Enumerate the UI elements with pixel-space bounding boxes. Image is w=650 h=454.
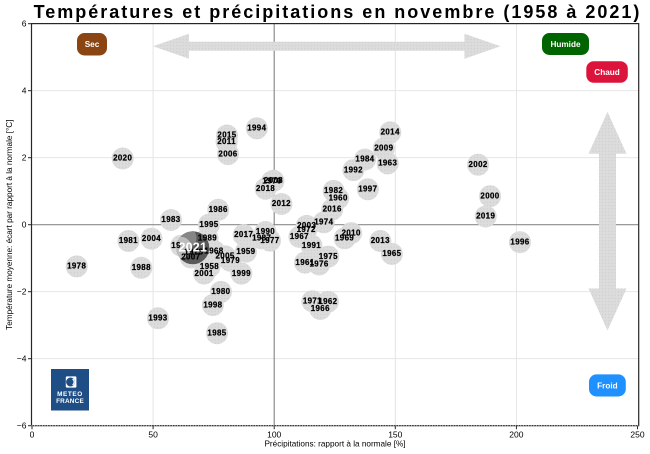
svg-text:100: 100 — [267, 430, 281, 440]
svg-text:1992: 1992 — [344, 165, 363, 174]
svg-text:1987: 1987 — [252, 234, 271, 243]
svg-text:200: 200 — [509, 430, 523, 440]
svg-text:1962: 1962 — [318, 297, 337, 306]
svg-text:1980: 1980 — [211, 287, 230, 296]
svg-text:50: 50 — [148, 430, 158, 440]
svg-text:1991: 1991 — [302, 241, 321, 250]
svg-text:1990: 1990 — [256, 227, 275, 236]
svg-text:1975: 1975 — [319, 252, 338, 261]
svg-text:2: 2 — [22, 153, 27, 163]
svg-text:1976: 1976 — [310, 260, 329, 269]
svg-text:2001: 2001 — [195, 269, 214, 278]
svg-text:2005: 2005 — [216, 252, 235, 261]
svg-text:1981: 1981 — [119, 236, 138, 245]
svg-text:Précipitations: rapport à la n: Précipitations: rapport à la normale [%] — [264, 440, 405, 449]
svg-text:Froid: Froid — [597, 381, 617, 390]
svg-text:2007: 2007 — [181, 253, 200, 262]
svg-text:2006: 2006 — [218, 149, 237, 158]
svg-text:250: 250 — [630, 430, 644, 440]
svg-text:19: 19 — [171, 241, 181, 250]
svg-text:2014: 2014 — [381, 128, 400, 137]
svg-text:6: 6 — [22, 19, 27, 29]
svg-text:2000: 2000 — [480, 191, 499, 200]
svg-text:2010: 2010 — [342, 228, 361, 237]
svg-text:2008: 2008 — [264, 176, 283, 185]
svg-text:Sec: Sec — [85, 40, 100, 49]
svg-text:2009: 2009 — [374, 144, 393, 153]
svg-text:1958: 1958 — [200, 262, 219, 271]
svg-text:1973: 1973 — [184, 247, 203, 256]
svg-text:1978: 1978 — [67, 262, 86, 271]
svg-text:1965: 1965 — [382, 249, 401, 258]
svg-text:1994: 1994 — [247, 124, 266, 133]
svg-text:Humide: Humide — [550, 40, 580, 49]
svg-text:1969: 1969 — [335, 234, 354, 243]
svg-text:2019: 2019 — [476, 212, 495, 221]
svg-text:1997: 1997 — [358, 185, 377, 194]
svg-text:−2: −2 — [17, 287, 27, 297]
svg-text:1967: 1967 — [290, 232, 309, 241]
svg-text:1966: 1966 — [311, 304, 330, 313]
svg-text:2020: 2020 — [113, 154, 132, 163]
svg-text:1983: 1983 — [161, 215, 180, 224]
svg-text:1988: 1988 — [132, 263, 151, 272]
svg-text:1993: 1993 — [148, 314, 167, 323]
svg-text:4: 4 — [22, 86, 27, 96]
svg-text:2012: 2012 — [272, 199, 291, 208]
svg-text:1995: 1995 — [199, 220, 218, 229]
svg-text:METEO: METEO — [57, 391, 83, 398]
svg-text:150: 150 — [388, 430, 402, 440]
svg-text:1989: 1989 — [198, 234, 217, 243]
svg-text:1998: 1998 — [203, 300, 222, 309]
svg-text:1985: 1985 — [207, 328, 226, 337]
svg-text:1959: 1959 — [236, 247, 255, 256]
svg-text:Chaud: Chaud — [594, 68, 619, 77]
svg-text:2002: 2002 — [469, 160, 488, 169]
svg-text:0: 0 — [30, 430, 35, 440]
svg-text:1984: 1984 — [355, 155, 374, 164]
svg-text:2021: 2021 — [178, 241, 207, 255]
svg-text:1972: 1972 — [297, 225, 316, 234]
svg-text:2015: 2015 — [217, 131, 236, 140]
svg-text:1960: 1960 — [329, 194, 348, 203]
svg-text:1961: 1961 — [295, 258, 314, 267]
svg-text:2004: 2004 — [142, 234, 161, 243]
svg-text:FRANCE: FRANCE — [56, 398, 84, 405]
svg-text:1999: 1999 — [232, 269, 251, 278]
svg-text:1971: 1971 — [303, 296, 322, 305]
svg-text:2011: 2011 — [217, 137, 236, 146]
svg-text:−4: −4 — [17, 354, 27, 364]
svg-text:2017: 2017 — [234, 230, 253, 239]
svg-text:2016: 2016 — [323, 205, 342, 214]
svg-text:1974: 1974 — [314, 218, 333, 227]
svg-text:1977: 1977 — [260, 236, 279, 245]
svg-text:0: 0 — [22, 220, 27, 230]
svg-text:1996: 1996 — [510, 237, 529, 246]
svg-text:1986: 1986 — [209, 205, 228, 214]
svg-text:Température moyenne: écart par: Température moyenne: écart par rapport à… — [5, 120, 14, 330]
svg-text:2003: 2003 — [297, 221, 316, 230]
svg-text:1968: 1968 — [204, 246, 223, 255]
svg-text:1963: 1963 — [378, 159, 397, 168]
svg-text:1970: 1970 — [262, 177, 281, 186]
svg-text:1982: 1982 — [324, 186, 343, 195]
svg-text:2013: 2013 — [371, 236, 390, 245]
svg-text:−6: −6 — [17, 421, 27, 431]
svg-text:2018: 2018 — [256, 184, 275, 193]
svg-text:1979: 1979 — [221, 256, 240, 265]
